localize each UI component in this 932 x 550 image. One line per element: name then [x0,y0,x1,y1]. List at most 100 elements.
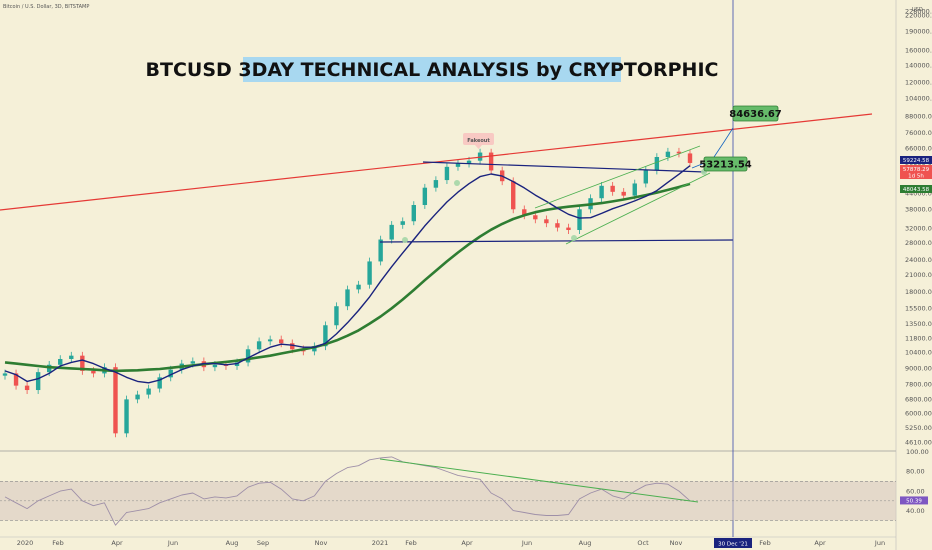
rsi-tag: 50.39 [906,498,922,504]
y-axis-tick-label: 6800.00 [905,396,932,404]
y-axis-tick-label: 15500.00 [905,305,932,313]
touch-marker [571,235,577,241]
y-axis-unit: USD [912,7,923,13]
candle-body [312,346,317,352]
channel-top-line [422,161,706,173]
candle-body [676,151,682,154]
x-axis-tick-label: Feb [52,539,64,547]
fakeout-pointer [475,145,482,149]
candle-body [367,261,372,285]
touch-marker [454,180,460,186]
candle-body [190,361,196,364]
price-tag-ma: 48043.58 [903,187,930,193]
y-axis-tick-label: 28000.00 [905,239,932,247]
fakeout-label-bg [463,133,494,145]
cursor-date: 30 Dec '21 [718,542,748,548]
x-axis-tick-label: Jun [874,539,885,547]
y-axis-tick-label: 13500.00 [905,320,932,328]
candle-body [654,156,660,171]
candle-body [279,339,284,344]
candle-body [599,185,604,199]
target-upper-label: 84636.67 [729,109,782,120]
cursor-date-bg [714,538,752,548]
y-axis-tick-label: 104000.00 [905,94,932,102]
x-axis-tick-label: Apr [461,539,473,547]
ma-long-line [4,182,691,373]
wedge-upper-line [534,145,701,209]
channel-bottom-line [379,239,734,243]
candle-body [378,239,383,262]
candle-body [566,227,571,231]
candle-body [632,183,637,196]
candle-body [267,339,273,342]
candle-body [488,152,494,171]
price-tag-ma-bg [900,185,932,193]
y-axis-tick-label: 5250.00 [905,424,932,432]
y-axis-tick-label: 44000.00 [905,189,932,197]
candle-body [245,349,251,363]
candle-body [69,355,74,359]
candle-body [433,180,439,188]
x-axis-tick-label: Apr [111,539,123,547]
y-axis-tick-label: 4610.00 [905,439,932,447]
x-axis-tick-label: Jun [521,539,532,547]
target-upper-bg [732,105,779,122]
y-axis-tick-label: 160000.00 [905,47,932,55]
rsi-trendline [379,458,699,503]
candle-body [544,219,549,224]
candle-body [356,284,361,290]
candle-body [80,355,85,371]
candle-body [400,221,405,225]
candle-body [135,394,140,400]
candle-body [577,209,582,231]
candle-body [146,388,151,395]
candle-body [665,151,671,157]
rsi-tick-label: 80.00 [906,468,925,476]
x-axis-tick-label: Aug [226,539,239,547]
y-axis-tick-label: 7800.00 [905,380,932,388]
candle-body [157,377,162,389]
candle-body [422,187,428,206]
candle-body [345,289,350,307]
candle-body [455,163,461,167]
rsi-tick-label: 100.00 [906,448,929,456]
candle-body [389,224,394,240]
price-tag-close-bg [900,165,932,179]
x-axis-tick-label: Nov [670,539,683,547]
target-lower-label: 53213.54 [699,160,752,171]
candle-body [91,370,96,374]
candle-body [687,153,693,163]
chart-title: BTCUSD 3DAY TECHNICAL ANALYSIS by CRYPTO… [146,59,719,81]
x-axis-tick-label: Feb [405,539,417,547]
candle-body [13,373,19,386]
x-axis-tick-label: Aug [579,539,592,547]
price-tag-countdown: 1d 5h [908,174,924,180]
candle-body [35,372,41,391]
x-axis-tick-label: 2020 [17,539,34,547]
rsi-tag-bg [900,496,928,505]
candle-body [290,343,295,350]
projection-path [691,127,734,169]
instrument-label: Bitcoin / U.S. Dollar, 3D, BITSTAMP [3,4,89,10]
y-axis-tick-label: 76000.00 [905,129,932,137]
y-axis-tick-label: 88000.00 [905,113,932,121]
candle-body [256,341,262,350]
price-tag-last: 59224.58 [903,158,930,164]
y-axis-tick-label: 220000.00 [905,11,932,19]
candle-body [533,215,538,220]
candle-body [168,369,173,378]
x-axis-tick-label: Nov [315,539,328,547]
ma-short-line [4,165,691,384]
y-axis-tick-label: 190000.00 [905,28,932,36]
y-axis-tick-label: 140000.00 [905,61,932,69]
wedge-lower-line [565,172,711,245]
candle-body [124,399,129,434]
x-axis-tick-label: Apr [814,539,826,547]
y-axis-tick-label: 38000.00 [905,205,932,213]
price-tag-close: 57878.29 [903,167,930,173]
fakeout-label: Fakeout [467,138,490,144]
y-axis-tick-label: 6000.00 [905,409,932,417]
